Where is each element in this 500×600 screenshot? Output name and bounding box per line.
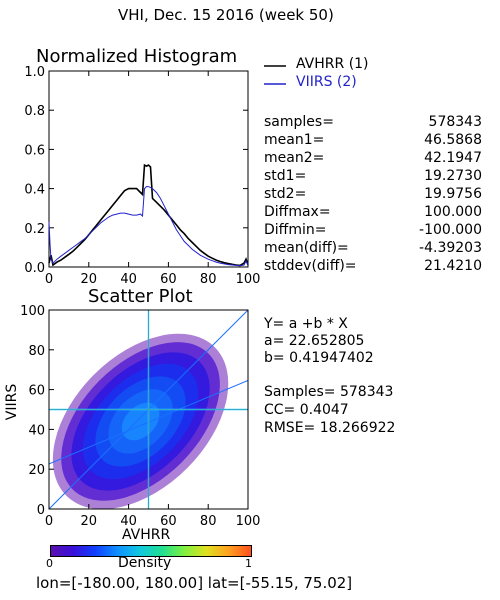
- scatter-y-tick-label: 20: [28, 463, 45, 478]
- viirs-series-line: [48, 186, 249, 267]
- stat-label: std1=: [264, 168, 307, 184]
- scatter-x-tick-label: 40: [120, 514, 137, 529]
- stat-label: mean2=: [264, 150, 325, 166]
- avhrr-series-line: [48, 163, 249, 267]
- stat-value: 19.2730: [424, 168, 482, 184]
- fit-b: b= 0.41947402: [264, 350, 374, 366]
- scatter-x-tick-label: 60: [160, 514, 177, 529]
- stat-value: 21.4210: [424, 258, 482, 274]
- legend-avhrr-label: AVHRR (1): [296, 56, 369, 72]
- stat-value: 578343: [428, 114, 482, 130]
- hist-y-tick-label: 0.8: [24, 104, 45, 119]
- fit-equation: Y= a +b * X: [264, 316, 348, 332]
- stat-label: Diffmin=: [264, 222, 327, 238]
- scatter-chart: 0 20 40 60 80 100 0 20 40 60 80 100: [20, 304, 261, 529]
- colorbar-max-label: 1: [245, 557, 252, 570]
- hist-x-tick-label: 40: [120, 272, 137, 287]
- scatter-x-tick-label: 80: [200, 514, 217, 529]
- region-footer: lon=[-180.00, 180.00] lat=[-55.15, 75.02…: [36, 574, 353, 592]
- density-cloud: [52, 333, 229, 509]
- colorbar-min-label: 0: [46, 557, 53, 570]
- colorbar-gradient: [50, 545, 252, 557]
- density-contour: [121, 402, 160, 441]
- hist-y-tick-label: 0.4: [24, 183, 45, 198]
- hist-y-tick-label: 1.0: [24, 65, 45, 80]
- page-title: VHI, Dec. 15 2016 (week 50): [118, 6, 334, 24]
- stat-label: stddev(diff)=: [264, 258, 357, 274]
- scatter-y-tick-label: 80: [28, 344, 45, 359]
- stat-value: -100.000: [419, 222, 482, 238]
- stat-label: samples=: [264, 114, 334, 130]
- hist-y-tick-label: 0.0: [24, 261, 45, 276]
- stat-value: -4.39203: [419, 240, 482, 256]
- scatter-x-tick-label: 100: [236, 514, 261, 529]
- hist-x-tick-label: 60: [160, 272, 177, 287]
- histogram-title: Normalized Histogram: [36, 46, 238, 67]
- hist-x-tick-label: 80: [200, 272, 217, 287]
- scatter-x-tick-label: 20: [81, 514, 98, 529]
- stat-value: 46.5868: [424, 132, 482, 148]
- scatter-y-tick-label: 40: [28, 423, 45, 438]
- stat-label: std2=: [264, 186, 307, 202]
- fit-a: a= 22.652805: [264, 333, 365, 349]
- hist-y-tick-label: 0.2: [24, 222, 45, 237]
- fit-cc: CC= 0.4047: [264, 402, 349, 418]
- hist-x-tick-label: 0: [45, 272, 53, 287]
- fit-samples: Samples= 578343: [264, 384, 394, 400]
- hist-x-tick-label: 100: [236, 272, 261, 287]
- scatter-title: Scatter Plot: [88, 286, 193, 307]
- scatter-xlabel: AVHRR: [122, 527, 171, 543]
- histogram-chart: 0 20 40 60 80 100 0.0 0.2 0.4 0.6 0.8 1.0: [24, 65, 261, 287]
- scatter-y-tick-label: 100: [20, 304, 45, 319]
- stat-value: 19.9756: [424, 186, 482, 202]
- hist-x-tick-label: 20: [81, 272, 98, 287]
- stat-label: Diffmax=: [264, 204, 331, 220]
- fit-rmse: RMSE= 18.266922: [264, 420, 396, 436]
- stat-label: mean1=: [264, 132, 325, 148]
- colorbar-title: Density: [118, 555, 172, 571]
- stat-value: 100.000: [424, 204, 482, 220]
- scatter-ylabel: VIIRS: [4, 383, 21, 421]
- histogram-axes-frame: [48, 70, 249, 268]
- hist-y-tick-label: 0.6: [24, 143, 45, 158]
- scatter-y-tick-label: 0: [37, 503, 45, 518]
- scatter-y-tick-label: 60: [28, 384, 45, 399]
- stat-value: 42.1947: [424, 150, 482, 166]
- legend-viirs-label: VIIRS (2): [296, 74, 357, 90]
- scatter-axes-frame: [48, 309, 249, 510]
- scatter-x-tick-label: 0: [45, 514, 53, 529]
- stat-label: mean(diff)=: [264, 240, 349, 256]
